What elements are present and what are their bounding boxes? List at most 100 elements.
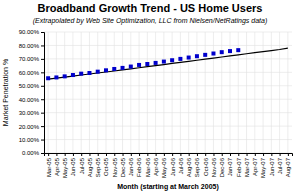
grid-line-x [172, 32, 173, 153]
axis-line [45, 154, 293, 157]
tick-mark [73, 153, 74, 156]
tick-label: Apr-06 [153, 157, 159, 176]
tick-label: Dec-05 [120, 157, 126, 177]
grid-line-x [155, 32, 156, 153]
tick-mark [41, 140, 44, 141]
tick-label: Feb-06 [136, 157, 142, 177]
tick-label: Jan-07 [227, 157, 233, 176]
tick: Jul-07 [277, 153, 283, 174]
grid-line-x [81, 32, 82, 153]
tick: Feb-06 [136, 153, 142, 177]
tick-label: May-05 [62, 157, 68, 178]
tick-mark [89, 153, 90, 156]
tick: Jun-06 [170, 153, 176, 176]
tick-label: 0.00% [22, 150, 40, 156]
tick-label: Jun-07 [269, 157, 275, 176]
tick-label: 90.00% [19, 29, 40, 35]
marker [79, 72, 83, 76]
tick-label: Jul-07 [277, 157, 283, 174]
tick-label: Feb-07 [236, 157, 242, 177]
marker [104, 68, 108, 72]
grid [44, 32, 292, 153]
tick-mark [41, 153, 44, 154]
tick-label: May-07 [260, 157, 266, 178]
tick: Jul-06 [178, 153, 184, 174]
tick-mark [164, 153, 165, 156]
tick-mark [189, 153, 190, 156]
tick-mark [98, 153, 99, 156]
marker [145, 62, 149, 66]
grid-line-x [64, 32, 65, 153]
grid-line-x [188, 32, 189, 153]
marker [220, 50, 224, 54]
tick-mark [81, 153, 82, 156]
marker [228, 49, 232, 53]
tick: Jun-05 [70, 153, 76, 176]
tick-label: Sep-06 [194, 157, 200, 177]
tick-label: Jun-06 [170, 157, 176, 176]
tick-label: Apr-05 [54, 157, 60, 176]
grid-line-x [263, 32, 264, 153]
tick-mark [56, 153, 57, 156]
marker [195, 54, 199, 58]
tick-mark [180, 153, 181, 156]
tick-label: Dec-06 [219, 157, 225, 177]
tick-label: Jul-06 [178, 157, 184, 174]
tick-label: 20.00% [19, 124, 40, 130]
tick: Apr-07 [252, 153, 258, 176]
series-line [48, 48, 288, 79]
grid-line-x [97, 32, 98, 153]
tick: Aug-06 [186, 153, 192, 177]
tick-mark [147, 153, 148, 156]
tick-label: Sep-05 [95, 157, 101, 177]
tick-label: Oct-05 [103, 157, 109, 176]
tick-label: 30.00% [19, 110, 40, 116]
subtitle: (Extrapolated by Web Site Optimization, … [33, 17, 267, 25]
tick-mark [41, 59, 44, 60]
grid-line-x [221, 32, 222, 153]
tick-label: Mar-07 [244, 157, 250, 177]
tick-label: Aug-06 [186, 157, 192, 177]
grid-line-x [163, 32, 164, 153]
tick: Feb-07 [236, 153, 242, 177]
marker [121, 66, 125, 70]
tick-label: 70.00% [19, 56, 40, 62]
x-axis: Mar-05Apr-05May-05Jun-05Jul-05Aug-05Sep-… [45, 153, 293, 178]
grid-line-x [122, 32, 123, 153]
tick: Jul-05 [79, 153, 85, 174]
tick: 20.00% [19, 124, 44, 130]
tick: Aug-07 [285, 153, 291, 177]
grid-line-x [254, 32, 255, 153]
tick: 70.00% [19, 56, 44, 62]
tick: Apr-05 [54, 153, 60, 176]
plot: 0.00%10.00%20.00%30.00%40.00%50.00%60.00… [2, 29, 293, 191]
tick-label: Apr-07 [252, 157, 258, 176]
grid-line-x [196, 32, 197, 153]
tick: 30.00% [19, 110, 44, 116]
tick: Nov-05 [112, 153, 118, 177]
tick-label: 60.00% [19, 70, 40, 76]
grid-line-x [279, 32, 280, 153]
tick: May-07 [260, 153, 266, 178]
tick: Sep-06 [194, 153, 200, 177]
marker [203, 53, 207, 57]
tick: Sep-05 [95, 153, 101, 177]
marker [187, 56, 191, 60]
tick-label: Jun-05 [70, 157, 76, 176]
tick: Oct-05 [103, 153, 109, 176]
tick: Jun-07 [269, 153, 275, 176]
tick: Aug-05 [87, 153, 93, 177]
marker [129, 65, 133, 69]
marker [154, 61, 158, 65]
marks [46, 48, 288, 80]
tick: 40.00% [19, 97, 44, 103]
tick-label: 10.00% [19, 137, 40, 143]
tick: 80.00% [19, 43, 44, 49]
tick-mark [106, 153, 107, 156]
marker [178, 57, 182, 61]
tick: Nov-06 [211, 153, 217, 177]
tick-mark [41, 126, 44, 127]
grid-line-x [89, 32, 90, 153]
tick-mark [213, 153, 214, 156]
x-axis-title: Month (starting at March 2005) [117, 183, 219, 191]
